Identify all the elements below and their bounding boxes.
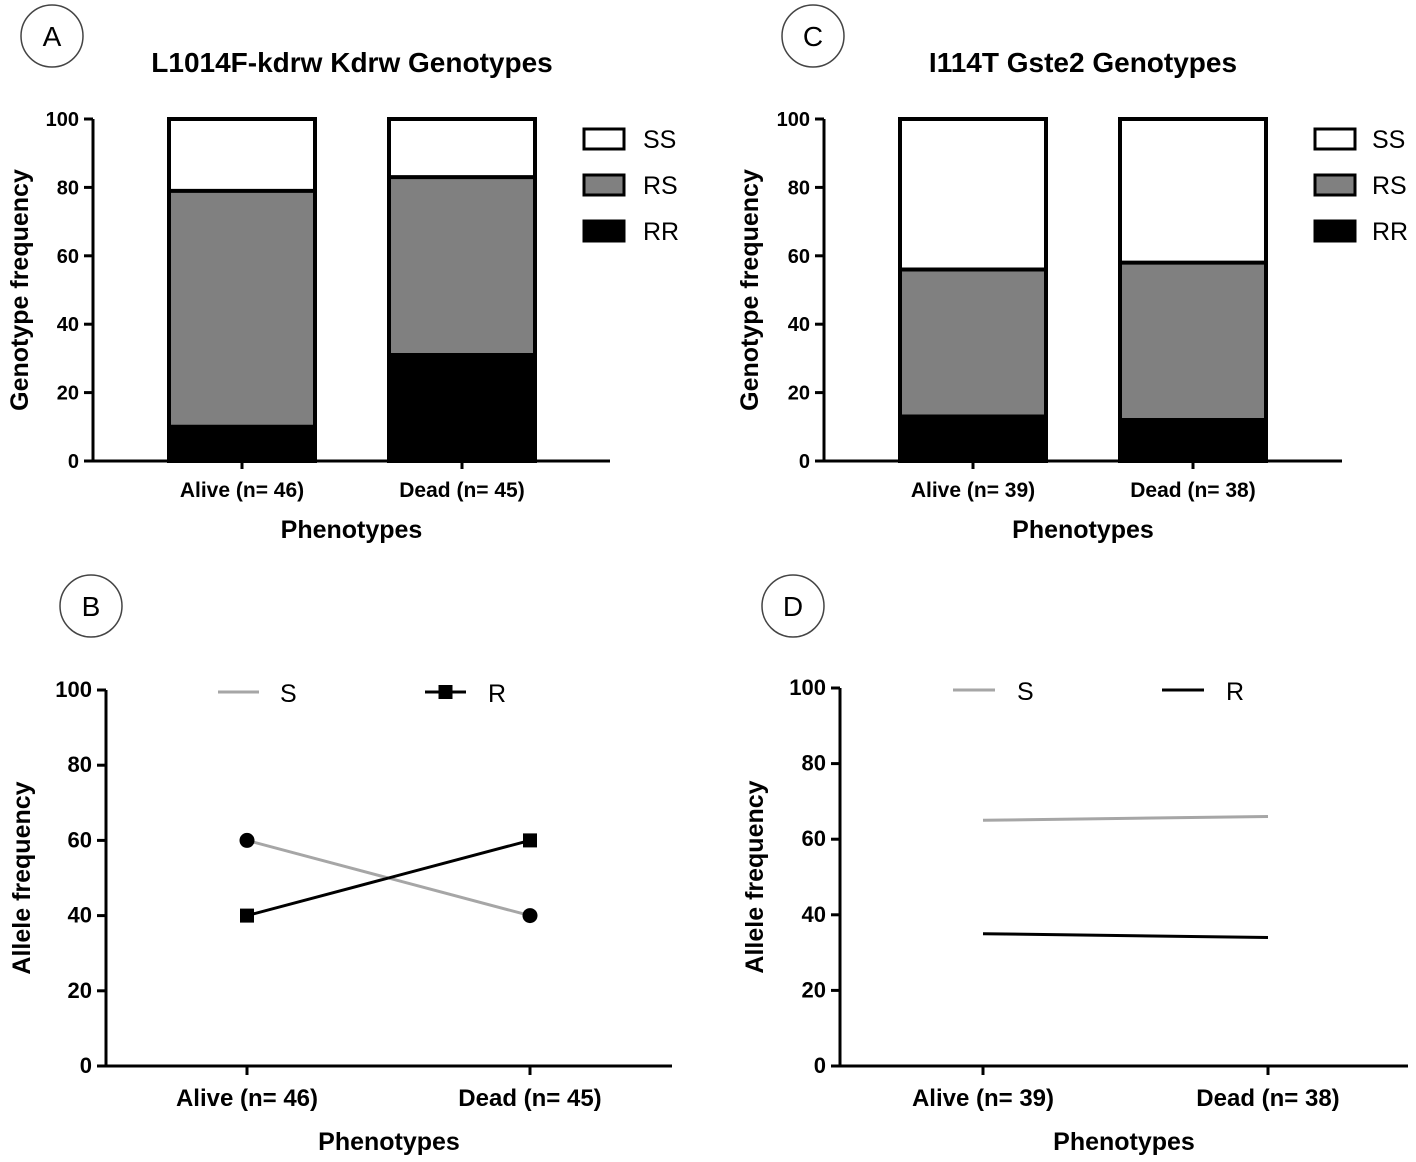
legend-label-rr: RR [643, 218, 679, 246]
x-tick-label: Alive (n= 46) [176, 1085, 318, 1112]
panel-letter: A [43, 21, 62, 52]
x-axis-label: Phenotypes [1053, 1128, 1195, 1156]
bar-segment-rs [389, 177, 535, 355]
bar-segment-ss [169, 119, 315, 191]
y-tick-label: 40 [57, 314, 79, 336]
series-line-r [982, 932, 1269, 939]
data-point-s [522, 908, 538, 924]
bar-segment-ss [1120, 119, 1266, 263]
bar-segment-ss [900, 119, 1046, 270]
panel-letter-badge [761, 574, 825, 638]
legend-marker-r [438, 685, 453, 699]
panel-letter: B [82, 591, 101, 622]
legend-label-rr: RR [1372, 218, 1408, 246]
legend-label-rs: RS [643, 172, 678, 200]
legend-label-rs: RS [1372, 172, 1407, 200]
y-tick-label: 0 [80, 1053, 92, 1078]
legend-swatch-ss [1313, 127, 1357, 151]
y-tick-label: 80 [802, 751, 826, 776]
x-tick-label: Alive (n= 46) [180, 479, 304, 502]
series-line-s [982, 815, 1269, 822]
series-line-r [246, 838, 531, 918]
bar-segment-ss [389, 119, 535, 178]
bar-segment-rs [1120, 262, 1266, 420]
y-tick-label: 60 [57, 246, 79, 268]
x-tick-label: Alive (n= 39) [911, 479, 1035, 502]
data-point-r [523, 833, 537, 848]
legend: SS RS RR [1313, 126, 1408, 246]
y-axis-label: Genotype frequency [736, 169, 764, 411]
y-tick-label: 40 [802, 902, 826, 927]
legend-swatch-rs [1313, 173, 1357, 197]
y-tick-label: 0 [814, 1053, 826, 1078]
y-tick-label: 0 [799, 451, 810, 473]
chart-title: I114T Gste2 Genotypes [929, 47, 1237, 78]
y-tick-label: 100 [55, 677, 92, 702]
bar-segment-rs [900, 269, 1046, 417]
data-point-s [239, 832, 255, 848]
y-tick-label: 20 [802, 977, 826, 1002]
y-tick-label: 80 [788, 177, 810, 199]
x-axis-label: Phenotypes [318, 1128, 460, 1156]
legend-label-s: S [280, 680, 297, 708]
y-tick-label: 60 [788, 246, 810, 268]
y-tick-label: 0 [68, 451, 79, 473]
legend: SS RS RR [582, 126, 679, 246]
y-tick-label: 80 [57, 177, 79, 199]
legend-swatch-rr [582, 219, 626, 243]
x-axis-label: Phenotypes [281, 516, 423, 544]
panel-letter: D [783, 591, 803, 622]
y-tick-label: 20 [788, 383, 810, 405]
y-tick-label: 20 [57, 383, 79, 405]
x-tick-label: Dead (n= 38) [1196, 1085, 1339, 1112]
y-tick-label: 40 [68, 903, 92, 928]
legend-label-ss: SS [1372, 126, 1405, 154]
y-tick-label: 40 [788, 314, 810, 336]
bar-segment-rr [1120, 419, 1266, 461]
legend-swatch-ss [582, 127, 626, 151]
x-tick-label: Dead (n= 45) [458, 1085, 601, 1112]
y-tick-label: 100 [777, 109, 810, 131]
chart-panel-c: C I114T Gste2 Genotypes Alive (n= 39) Dead … [736, 4, 1408, 544]
bar-segment-rs [169, 190, 315, 427]
x-tick-label: Alive (n= 39) [912, 1085, 1054, 1112]
y-tick-label: 60 [68, 827, 92, 852]
legend-swatch-rs [582, 173, 626, 197]
x-axis-label: Phenotypes [1012, 516, 1154, 544]
panel-letter-badge [781, 4, 845, 68]
y-tick-label: 100 [46, 109, 79, 131]
legend-label-ss: SS [643, 126, 676, 154]
bar-segment-rr [169, 426, 315, 461]
y-axis-label: Allele frequency [8, 781, 36, 974]
bar-segment-rr [900, 416, 1046, 461]
bar-segment-rr [389, 354, 535, 461]
chart-panel-a: A L1014F-kdrw Kdrw Genotypes Alive (n= 46)… [6, 4, 679, 544]
x-tick-label: Dead (n= 45) [399, 479, 524, 502]
panel-letter-badge [20, 4, 84, 68]
y-tick-label: 80 [68, 752, 92, 777]
y-tick-label: 60 [802, 826, 826, 851]
panel-letter: C [803, 21, 823, 52]
y-tick-label: 20 [68, 978, 92, 1003]
legend-label-r: R [488, 680, 506, 708]
y-axis-label: Allele frequency [741, 780, 769, 973]
legend-label-r: R [1226, 678, 1244, 706]
y-axis-label: Genotype frequency [6, 169, 34, 411]
y-tick-label: 100 [789, 675, 826, 700]
data-point-r [240, 908, 254, 923]
legend-swatch-rr [1313, 219, 1357, 243]
panel-letter-badge [59, 574, 123, 638]
x-tick-label: Dead (n= 38) [1130, 479, 1255, 502]
legend-label-s: S [1017, 678, 1034, 706]
chart-title: L1014F-kdrw Kdrw Genotypes [151, 47, 552, 78]
